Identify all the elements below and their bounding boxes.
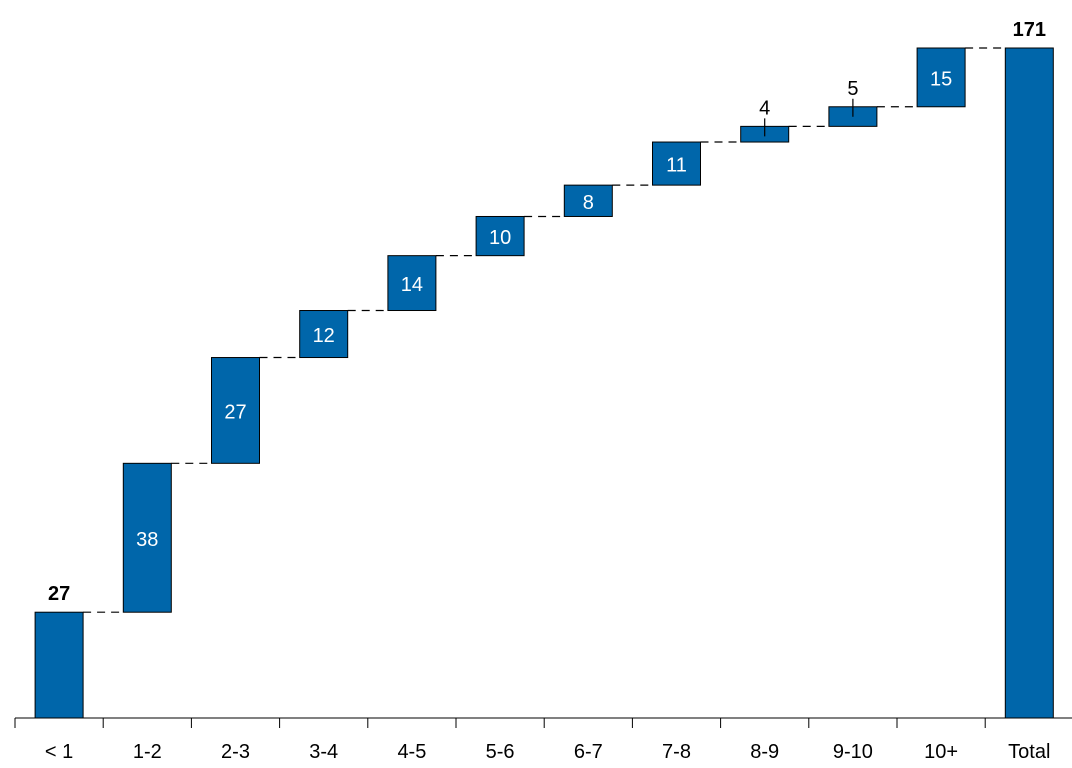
value-label-3: 12	[313, 325, 335, 347]
connector-lines	[83, 47, 1006, 613]
value-label-9: 5	[847, 78, 858, 100]
bar-1	[122, 462, 172, 613]
bar-0	[34, 611, 84, 719]
x-tick-label-10: 10+	[924, 741, 958, 763]
x-tick-label-8: 8-9	[750, 741, 779, 763]
value-label-11: 171	[1013, 19, 1046, 41]
x-tick-label-3: 3-4	[309, 741, 338, 763]
x-tick-label-9: 9-10	[833, 741, 873, 763]
x-tick-label-11: Total	[1008, 741, 1050, 763]
bar-6	[563, 184, 613, 217]
bar-group	[34, 47, 1054, 719]
value-label-2: 27	[224, 401, 246, 423]
bar-11	[1004, 47, 1054, 719]
value-label-5: 10	[489, 227, 511, 249]
value-label-0: 27	[48, 583, 70, 605]
bar-5	[475, 215, 525, 257]
value-label-8: 4	[759, 97, 770, 119]
x-tick-label-5: 5-6	[486, 741, 515, 763]
value-labels: 27 38 27 12 14 10 8 11 4 5 15 171	[48, 19, 1046, 605]
x-tick-label-1: 1-2	[133, 741, 162, 763]
value-label-6: 8	[583, 192, 594, 214]
bar-7	[652, 141, 701, 186]
bar-2	[211, 357, 260, 464]
x-tick-label-7: 7-8	[662, 741, 691, 763]
bar-3	[299, 310, 349, 359]
value-label-10: 15	[930, 68, 952, 90]
bar-10	[916, 47, 966, 108]
x-tick-label-2: 2-3	[221, 741, 250, 763]
value-label-4: 14	[401, 274, 423, 296]
x-tick-label-6: 6-7	[574, 741, 603, 763]
value-label-7: 11	[666, 155, 687, 177]
x-tick-label-4: 4-5	[397, 741, 426, 763]
x-axis: < 1 1-2 2-3 3-4 4-5 5-6 6-7 7-8 8-9 9-10 10+ Total	[14, 717, 1072, 763]
bar-4	[387, 255, 437, 312]
value-label-1: 38	[136, 529, 158, 551]
x-tick-label-0: < 1	[45, 741, 73, 763]
